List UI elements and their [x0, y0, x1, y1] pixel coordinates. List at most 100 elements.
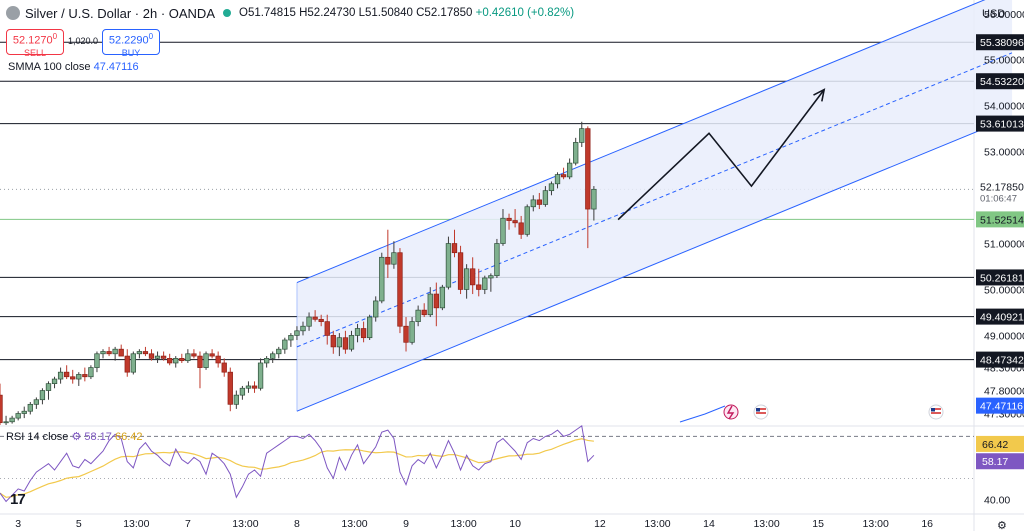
candle-body — [506, 217, 512, 221]
candle-body — [342, 337, 349, 350]
candle — [263, 356, 270, 368]
candle — [560, 167, 567, 180]
candle — [51, 376, 58, 389]
candle — [427, 287, 433, 318]
time-tick-label: 13:00 — [341, 518, 367, 530]
candle-body — [518, 222, 524, 235]
candle-body — [57, 371, 64, 380]
candle — [548, 181, 555, 196]
buy-button[interactable]: 52.22900 BUY — [102, 29, 160, 58]
candle — [245, 381, 252, 393]
candle-body — [209, 353, 215, 357]
candle — [21, 406, 27, 419]
candle-body — [160, 355, 167, 359]
candle — [530, 195, 536, 212]
candle-body — [191, 353, 197, 357]
market-open-icon — [223, 9, 231, 17]
ohlc-values: O51.74815 H52.24730 L51.50840 C52.17850 … — [239, 7, 574, 19]
candle — [251, 381, 258, 393]
candle-body — [433, 293, 439, 309]
candle — [360, 321, 367, 343]
level-badge-label: 54.53220 — [980, 76, 1024, 88]
smma-line-segment — [679, 405, 726, 423]
level-badge — [976, 269, 1024, 286]
candle-body — [257, 362, 264, 389]
candle-body — [554, 174, 561, 185]
rsi-line — [0, 425, 595, 503]
candle — [227, 367, 233, 412]
candle-body — [106, 351, 112, 355]
candle-body — [451, 243, 458, 254]
rsi-settings-icon[interactable]: ⚙ — [71, 431, 82, 443]
candle — [367, 314, 373, 340]
candle — [500, 209, 506, 246]
level-badge — [976, 351, 1024, 368]
candle-body — [397, 252, 403, 327]
sell-price: 52.1270 — [12, 34, 53, 47]
currency-selector[interactable]: USD — [982, 8, 1006, 20]
candle-body — [27, 403, 33, 412]
chart-header: Silver / U.S. Dollar · 2h · OANDA O51.74… — [0, 0, 574, 26]
time-axis[interactable]: 3 5 13:00 7 13:00 8 13:00 9 13:00 10 12 13:00 14 13:0… — [15, 518, 933, 530]
rsi-ma-line — [0, 438, 594, 498]
candle-body — [548, 183, 555, 192]
time-tick-label: 13:00 — [123, 518, 149, 530]
price-tick-label: 49.00000 — [984, 330, 1024, 342]
time-tick-label: 13:00 — [753, 518, 779, 530]
level-badge-label: 50.26181 — [980, 272, 1024, 284]
candle — [33, 397, 40, 409]
smma-value: 47.47116 — [93, 61, 139, 73]
candle-body — [100, 351, 106, 355]
candle-body — [579, 128, 585, 143]
candle-body — [15, 413, 21, 419]
level-badge — [976, 34, 1024, 51]
event-icon-ring — [723, 404, 739, 420]
time-tick-label: 5 — [76, 518, 82, 530]
candle — [397, 248, 403, 334]
axis-settings-icon[interactable]: ⚙ — [997, 520, 1007, 532]
candle — [257, 358, 264, 391]
candle — [385, 229, 391, 278]
candle-body — [154, 355, 161, 359]
us-flag-event-icon — [753, 404, 769, 420]
candle-body — [585, 128, 591, 210]
tradingview-logo-icon[interactable]: 17 — [10, 491, 26, 508]
candle-body — [64, 371, 70, 378]
time-tick-label: 7 — [185, 518, 191, 530]
candle — [118, 344, 124, 357]
us-flag-event-icon — [928, 404, 944, 420]
candle-body — [354, 328, 361, 336]
candle — [191, 349, 197, 359]
candle-body — [251, 385, 258, 389]
price-tick-label: 55.00000 — [984, 55, 1024, 67]
candle — [45, 381, 52, 400]
candle-body — [3, 421, 9, 424]
time-tick-label: 3 — [15, 518, 21, 530]
candle — [463, 264, 470, 299]
projection-path[interactable] — [617, 88, 826, 221]
candle — [512, 209, 518, 228]
time-tick-label: 16 — [921, 518, 933, 530]
candle-body — [21, 410, 27, 414]
candle-body — [494, 243, 500, 277]
candle-body — [0, 394, 3, 424]
candle — [348, 330, 355, 352]
sell-button[interactable]: 52.12700 SELL — [6, 29, 64, 58]
candle-body — [318, 318, 324, 322]
candle-body — [276, 348, 282, 355]
parallel-channel[interactable] — [296, 0, 1013, 412]
smma-legend[interactable]: SMMA 100 close 47.47116 — [8, 61, 139, 73]
candle — [318, 314, 324, 327]
level-badge-label: 53.61013 — [980, 119, 1024, 131]
time-tick-label: 12 — [594, 518, 606, 530]
price-axis[interactable]: 47.3000047.8000048.3000049.0000050.00000… — [976, 9, 1024, 507]
price-tick-label: 53.00000 — [984, 147, 1024, 159]
candle-body — [179, 358, 185, 362]
rsi-legend[interactable]: RSI 14 close ⚙ 58.17 66.42 — [6, 430, 143, 443]
lightning-event-icon — [723, 404, 739, 420]
candle-body — [51, 378, 58, 384]
candle — [239, 385, 246, 400]
symbol-title[interactable]: Silver / U.S. Dollar · 2h · OANDA — [25, 5, 215, 21]
candle — [130, 351, 136, 375]
